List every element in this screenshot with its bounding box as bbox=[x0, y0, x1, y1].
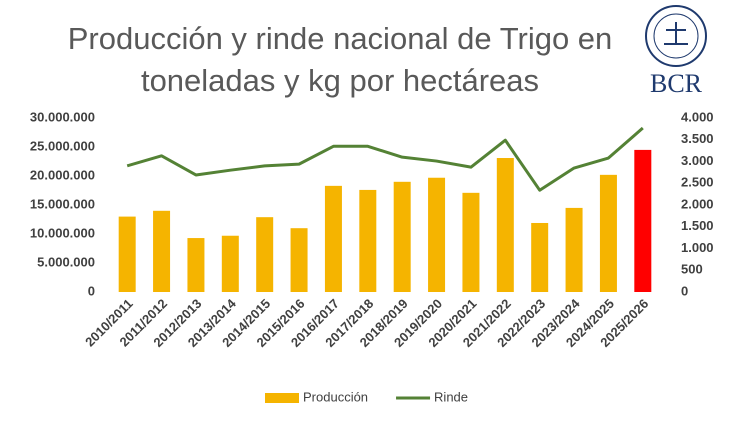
y2ticks-label: 3.000 bbox=[681, 153, 714, 168]
yticks-label: 25.000.000 bbox=[30, 138, 95, 153]
logo-seal bbox=[645, 5, 707, 67]
bar bbox=[462, 192, 480, 292]
legend-label: Rinde bbox=[434, 389, 468, 404]
yticks-label: 5.000.000 bbox=[37, 254, 95, 269]
bar bbox=[221, 235, 239, 292]
legend-swatch bbox=[265, 393, 299, 403]
chart-title: Producción y rinde nacional de Trigo en … bbox=[67, 21, 613, 98]
y2ticks-label: 500 bbox=[681, 262, 703, 277]
bar bbox=[634, 149, 652, 292]
bar bbox=[359, 189, 377, 292]
bar bbox=[393, 181, 411, 292]
y2ticks-label: 3.500 bbox=[681, 131, 714, 146]
bar bbox=[565, 207, 583, 292]
yticks-label: 0 bbox=[88, 283, 95, 298]
bar bbox=[290, 228, 308, 292]
yticks-label: 20.000.000 bbox=[30, 167, 95, 182]
bar bbox=[496, 158, 514, 292]
y2ticks-label: 1.000 bbox=[681, 240, 714, 255]
bar bbox=[118, 216, 136, 292]
legend-label: Producción bbox=[303, 389, 368, 404]
y2ticks-label: 0 bbox=[681, 283, 688, 298]
bar bbox=[187, 238, 205, 292]
y2ticks-label: 2.000 bbox=[681, 196, 714, 211]
bar bbox=[153, 210, 171, 292]
bar bbox=[324, 185, 342, 292]
y2ticks-label: 1.500 bbox=[681, 218, 714, 233]
y2ticks-label: 4.000 bbox=[681, 109, 714, 124]
bar bbox=[531, 222, 549, 292]
line bbox=[126, 126, 644, 192]
bar bbox=[256, 217, 274, 292]
y2ticks-label: 2.500 bbox=[681, 175, 714, 190]
yticks-label: 10.000.000 bbox=[30, 225, 95, 240]
bar bbox=[599, 174, 617, 292]
logo-text: BCR bbox=[650, 69, 703, 98]
yticks-label: 30.000.000 bbox=[30, 109, 95, 124]
bar bbox=[428, 177, 446, 292]
yticks-label: 15.000.000 bbox=[30, 196, 95, 211]
